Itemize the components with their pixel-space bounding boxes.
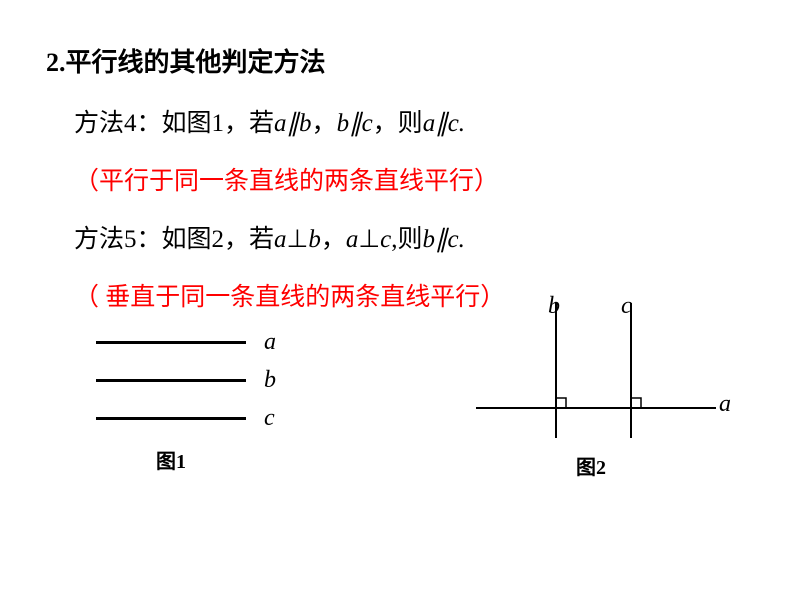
parallel-symbol: ∥ (435, 110, 448, 137)
paren-open: （ (74, 168, 99, 195)
caption-pre: 图 (576, 457, 596, 479)
var-a: a (274, 110, 287, 137)
caption-num: 2 (596, 457, 606, 479)
parallel-symbol: ∥ (349, 110, 362, 137)
var-a: a (423, 110, 436, 137)
label-b: b (264, 367, 276, 394)
method-4-note: （平行于同一条直线的两条直线平行） (74, 161, 794, 197)
figure-2-caption: 图2 (576, 451, 606, 480)
text: ：如图 (137, 226, 212, 253)
note-text: 垂直于同一条直线的两条直线平行 (105, 284, 480, 311)
document-page: 2.平行线的其他判定方法 方法4：如图1，若a∥b，b∥c，则a∥c. （平行于… (0, 0, 794, 596)
var-b: b (423, 226, 436, 253)
line-c (96, 417, 246, 420)
method-label: 方法 (74, 110, 124, 137)
method-4-line: 方法4：如图1，若a∥b，b∥c，则a∥c. (74, 103, 794, 139)
line-a (96, 341, 246, 344)
text: ：如图 (137, 110, 212, 137)
label-a: a (719, 391, 731, 418)
comma: ， (312, 110, 337, 137)
caption-num: 1 (176, 451, 186, 473)
label-b: b (548, 293, 560, 320)
text: ，若 (224, 110, 274, 137)
line-a-row: a (96, 323, 346, 361)
label-c: c (621, 293, 632, 320)
var-c: c. (448, 110, 465, 137)
method-num: 5 (124, 226, 137, 253)
paren-close: ） (474, 168, 499, 195)
var-c: c. (448, 226, 465, 253)
fig-ref-num: 1 (212, 110, 225, 137)
figure-1: a b c 图1 (96, 323, 346, 474)
perp-symbol: ⊥ (358, 226, 380, 253)
paren-open: （ (74, 284, 105, 311)
line-c-row: c (96, 399, 346, 437)
var-b: b (308, 226, 321, 253)
var-c: c (362, 110, 373, 137)
var-b: b (337, 110, 350, 137)
var-b: b (299, 110, 312, 137)
label-c: c (264, 405, 275, 432)
heading-number: 2. (46, 48, 66, 77)
method-num: 4 (124, 110, 137, 137)
figure-1-caption: 图1 (96, 445, 246, 474)
method-5-line: 方法5：如图2，若a⊥b，a⊥c,则b∥c. (74, 219, 794, 255)
fig-ref-num: 2 (212, 226, 225, 253)
figure-2-svg (476, 293, 736, 443)
note-text: 平行于同一条直线的两条直线平行 (99, 168, 474, 195)
caption-pre: 图 (156, 451, 176, 473)
comma: ， (321, 226, 346, 253)
text: 则 (397, 226, 422, 253)
text: ，则 (373, 110, 423, 137)
line-b-row: b (96, 361, 346, 399)
figure-2: b c a 图2 (476, 293, 736, 483)
var-a: a (346, 226, 359, 253)
var-c: c (380, 226, 391, 253)
perp-symbol: ⊥ (287, 226, 309, 253)
heading-text: 平行线的其他判定方法 (66, 48, 326, 77)
line-b (96, 379, 246, 382)
var-a: a (274, 226, 287, 253)
text: ，若 (224, 226, 274, 253)
section-heading: 2.平行线的其他判定方法 (46, 42, 794, 79)
parallel-symbol: ∥ (435, 226, 448, 253)
label-a: a (264, 329, 276, 356)
parallel-symbol: ∥ (287, 110, 300, 137)
figures-area: a b c 图1 b c a 图2 (46, 323, 794, 523)
method-label: 方法 (74, 226, 124, 253)
